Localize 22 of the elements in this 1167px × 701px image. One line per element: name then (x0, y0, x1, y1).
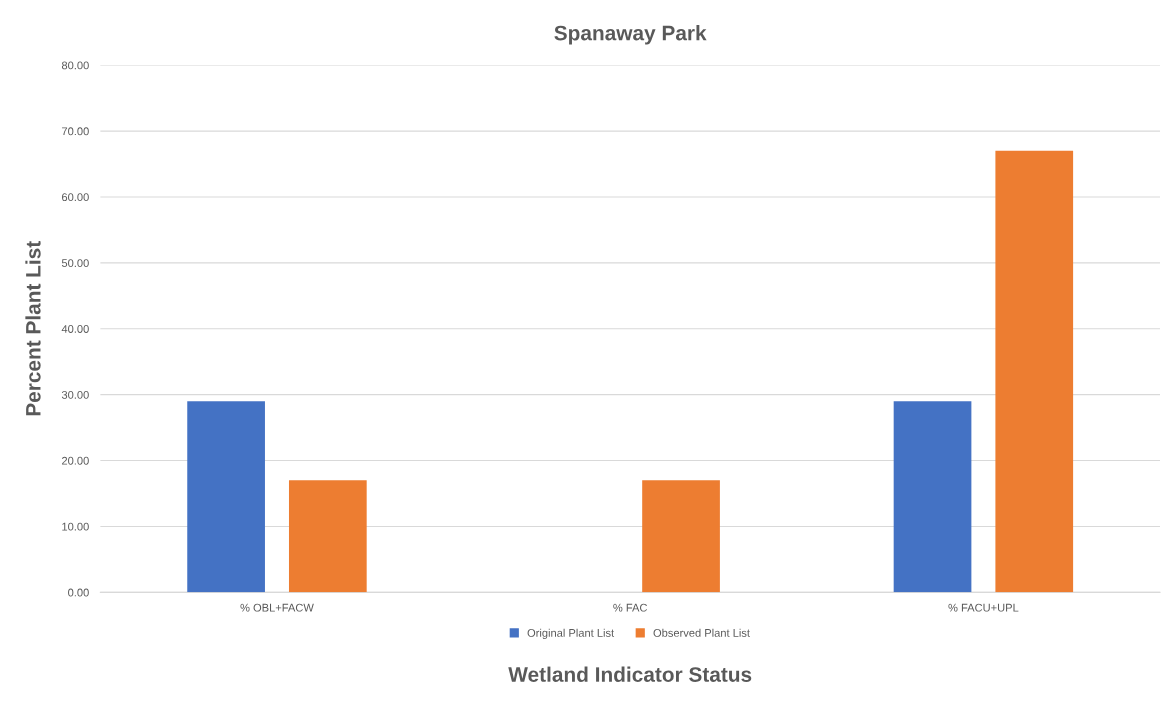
legend-label: Original Plant List (527, 628, 615, 640)
bar (893, 401, 972, 593)
y-tick-label: 60.00 (62, 193, 89, 202)
x-tick-label: % FACU+UPL (948, 603, 1019, 612)
x-tick-label: % OBL+FACW (240, 603, 314, 612)
bar (288, 480, 367, 593)
y-tick-label: 40.00 (61, 325, 89, 333)
bar (995, 150, 1074, 593)
y-tick-label: 50.00 (61, 259, 89, 268)
y-tick-label: 10.00 (62, 522, 89, 531)
y-tick-label: 30.00 (61, 390, 89, 399)
y-tick-label: 0.00 (68, 588, 89, 597)
legend-label: Observed Plant List (653, 628, 750, 637)
y-tick-label: 20.00 (62, 456, 89, 465)
y-tick-label: 70.00 (62, 127, 89, 136)
y-axis-title: Percent Plant List (25, 241, 41, 416)
x-tick-label: % FAC (613, 603, 648, 612)
bar (187, 401, 265, 593)
x-axis-title: Wetland Indicator Status (508, 666, 752, 682)
bar (642, 480, 720, 593)
y-tick-label: 80.00 (61, 61, 89, 70)
chart-title: Spanaway Park (554, 25, 707, 45)
